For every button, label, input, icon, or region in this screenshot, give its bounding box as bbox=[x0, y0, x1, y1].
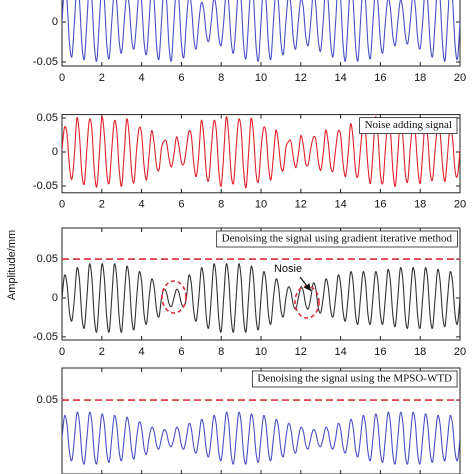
x-tick-label: 8 bbox=[218, 346, 224, 358]
annotation-text: Nosie bbox=[274, 263, 302, 275]
x-tick-label: 4 bbox=[139, 199, 145, 211]
y-tick-label: 0.05 bbox=[37, 394, 58, 406]
x-tick-label: 6 bbox=[178, 346, 184, 358]
legend-box bbox=[216, 230, 458, 248]
x-tick-label: 16 bbox=[374, 72, 386, 84]
x-tick-label: 18 bbox=[414, 72, 426, 84]
legend: Denoising the signal using gradient iter… bbox=[216, 230, 458, 248]
x-tick-label: 18 bbox=[414, 199, 426, 211]
legend: Denoising the signal using the MPSO-WTD bbox=[251, 370, 458, 388]
legend-box bbox=[359, 117, 458, 134]
y-tick-label: 0.05 bbox=[37, 112, 58, 124]
x-tick-label: 12 bbox=[295, 199, 307, 211]
annotation-arrow bbox=[299, 276, 312, 292]
y-tick-label: -0.05 bbox=[33, 56, 58, 68]
x-tick-label: 14 bbox=[334, 346, 346, 358]
x-tick-label: 16 bbox=[374, 199, 386, 211]
x-tick-label: 12 bbox=[295, 72, 307, 84]
x-tick-label: 6 bbox=[178, 72, 184, 84]
x-tick-label: 16 bbox=[374, 346, 386, 358]
x-tick-label: 20 bbox=[454, 199, 466, 211]
x-tick-label: 4 bbox=[139, 346, 145, 358]
x-tick-label: 14 bbox=[334, 199, 346, 211]
y-tick-label: 0 bbox=[52, 292, 58, 304]
x-tick-label: 0 bbox=[59, 72, 65, 84]
x-tick-label: 20 bbox=[454, 346, 466, 358]
x-tick-label: 8 bbox=[218, 199, 224, 211]
y-tick-label: 0 bbox=[52, 16, 58, 28]
y-axis-label: Amplitude/mm bbox=[6, 230, 18, 300]
y-tick-label: 0 bbox=[52, 146, 58, 158]
x-tick-label: 8 bbox=[218, 72, 224, 84]
x-tick-label: 2 bbox=[99, 199, 105, 211]
x-tick-label: 2 bbox=[99, 72, 105, 84]
x-tick-label: 0 bbox=[59, 346, 65, 358]
x-tick-label: 10 bbox=[255, 346, 267, 358]
y-tick-label: -0.05 bbox=[33, 331, 58, 343]
signal-line bbox=[62, 116, 460, 189]
legend-text: Denoising the signal using the MPSO-WTD bbox=[257, 373, 452, 385]
x-tick-label: 12 bbox=[295, 346, 307, 358]
y-tick-label: 0.05 bbox=[37, 253, 58, 265]
legend-text: Noise adding signal bbox=[365, 119, 452, 131]
plot-area bbox=[61, 0, 461, 67]
x-tick-label: 10 bbox=[255, 199, 267, 211]
signal-line bbox=[62, 0, 460, 62]
legend-box bbox=[251, 370, 458, 388]
legend-text: Denoising the signal using gradient iter… bbox=[222, 233, 453, 245]
x-tick-label: 14 bbox=[334, 72, 346, 84]
x-tick-label: 20 bbox=[454, 72, 466, 84]
y-tick-label: -0.05 bbox=[33, 180, 58, 192]
x-tick-label: 18 bbox=[414, 346, 426, 358]
signal-line bbox=[62, 411, 460, 465]
noise-highlight bbox=[161, 280, 187, 314]
legend: Noise adding signal bbox=[359, 117, 458, 134]
x-tick-label: 6 bbox=[178, 199, 184, 211]
signal-line bbox=[62, 263, 460, 333]
x-tick-label: 10 bbox=[255, 72, 267, 84]
annotation-layer: Nosie bbox=[161, 263, 320, 319]
x-tick-label: 2 bbox=[99, 346, 105, 358]
x-tick-label: 0 bbox=[59, 199, 65, 211]
x-tick-label: 4 bbox=[139, 72, 145, 84]
